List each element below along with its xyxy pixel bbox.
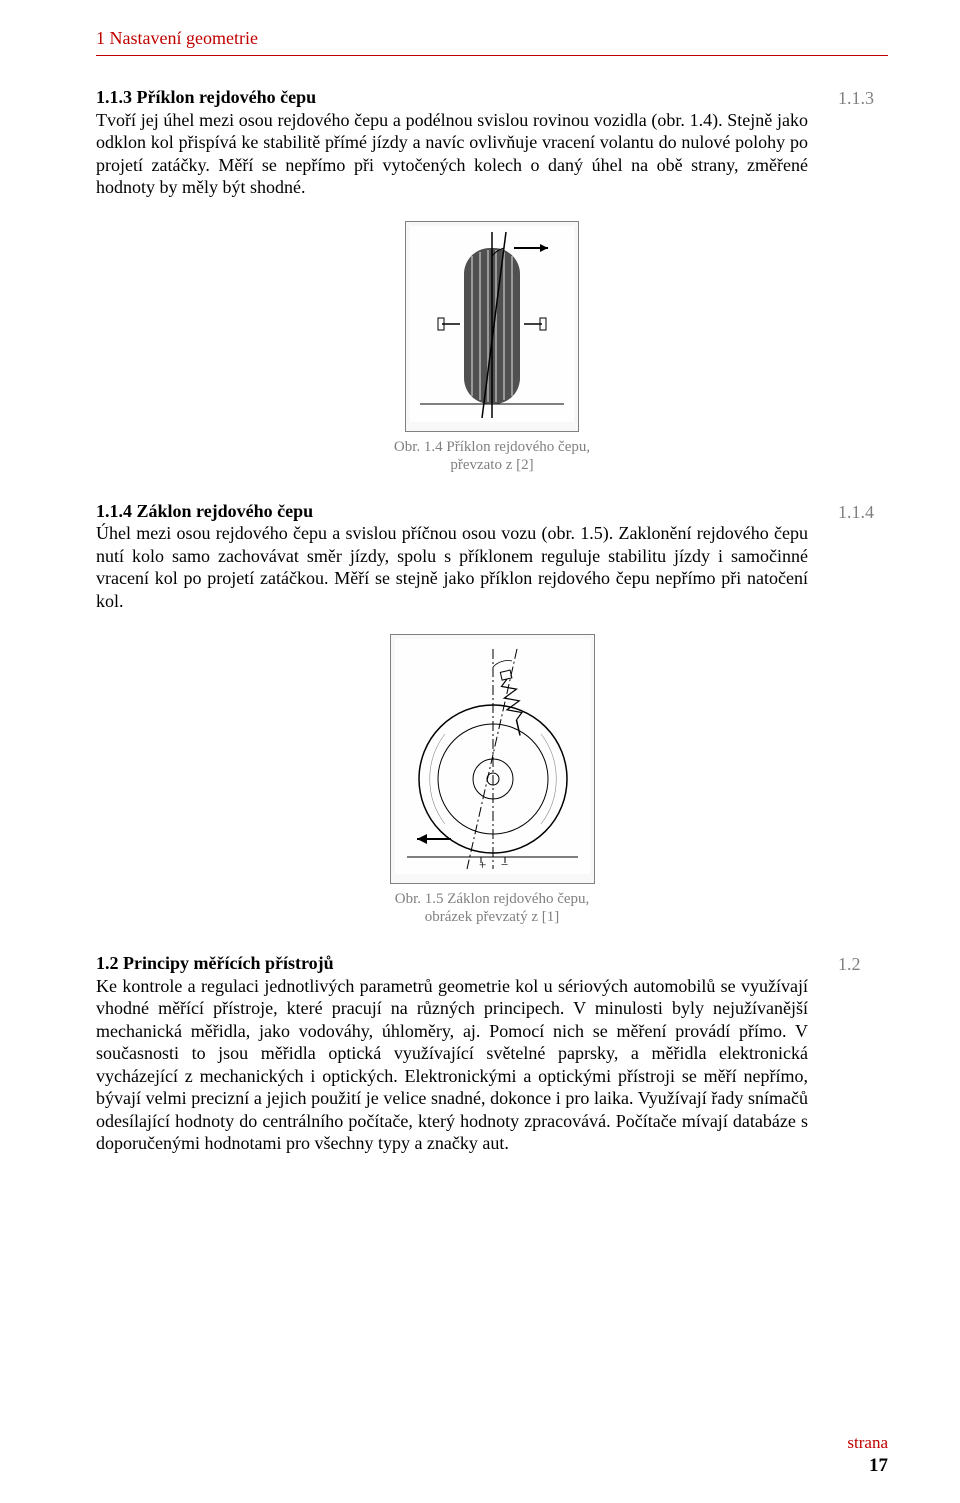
figure-14-svg [410, 226, 574, 422]
section-113-marker: 1.1.3 [838, 86, 888, 109]
section-114-text: Úhel mezi osou rejdového čepu a svislou … [96, 523, 808, 611]
figure-14-box [405, 221, 579, 432]
section-113: 1.1.3 Příklon rejdového čepu Tvoří jej ú… [96, 86, 888, 199]
chapter-header: 1 Nastavení geometrie [96, 28, 888, 49]
figure-15-svg: + − [395, 639, 590, 874]
section-114-body: 1.1.4 Záklon rejdového čepu Úhel mezi os… [96, 500, 838, 613]
figure-15-caption-label: Obr. 1.5 [395, 891, 444, 907]
section-12-body: 1.2 Principy měřících přístrojů Ke kontr… [96, 952, 838, 1155]
figure-14-caption-label: Obr. 1.4 [394, 439, 443, 455]
figure-14-caption: Obr. 1.4 Příklon rejdového čepu, převzat… [387, 438, 597, 474]
figure-15-wrap: + − [96, 634, 888, 884]
section-113-text: Tvoří jej úhel mezi osou rejdového čepu … [96, 110, 808, 198]
chapter-rule [96, 55, 888, 56]
figure-15-caption: Obr. 1.5 Záklon rejdového čepu, obrázek … [387, 890, 597, 926]
section-114-marker: 1.1.4 [838, 500, 888, 523]
figure-14-wrap [96, 221, 888, 432]
svg-text:+: + [479, 857, 486, 872]
footer-page: 17 [869, 1455, 888, 1477]
section-113-title: 1.1.3 Příklon rejdového čepu [96, 87, 316, 107]
figure-15-caption-text: Záklon rejdového čepu, obrázek převzatý … [425, 891, 590, 925]
section-12-marker: 1.2 [838, 952, 888, 975]
figure-14-caption-text: Příklon rejdového čepu, převzato z [2] [443, 439, 590, 473]
section-113-body: 1.1.3 Příklon rejdového čepu Tvoří jej ú… [96, 86, 838, 199]
section-12: 1.2 Principy měřících přístrojů Ke kontr… [96, 952, 888, 1155]
section-114-title: 1.1.4 Záklon rejdového čepu [96, 501, 313, 521]
section-114: 1.1.4 Záklon rejdového čepu Úhel mezi os… [96, 500, 888, 613]
figure-15-box: + − [390, 634, 595, 884]
section-12-title: 1.2 Principy měřících přístrojů [96, 953, 334, 973]
footer-label: strana [847, 1433, 888, 1453]
section-12-text: Ke kontrole a regulaci jednotlivých para… [96, 976, 808, 1154]
